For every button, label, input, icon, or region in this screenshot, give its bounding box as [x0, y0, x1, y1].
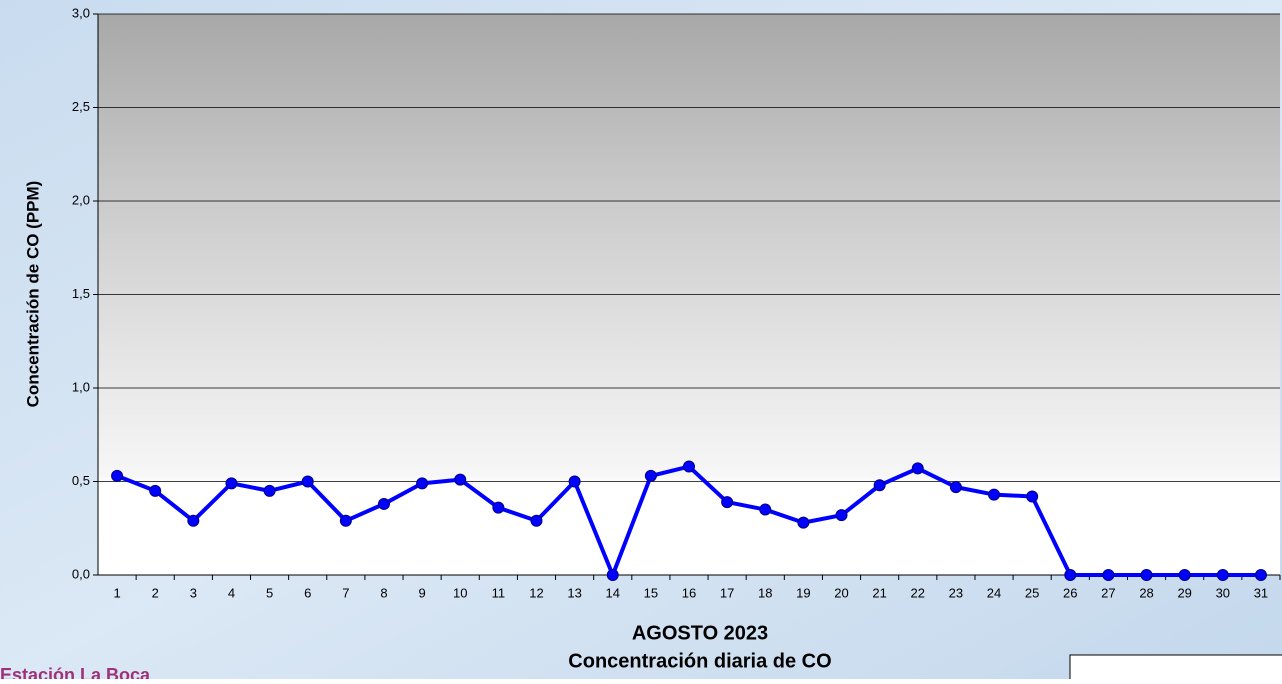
data-point [225, 477, 238, 490]
x-tick-label: 29 [1177, 585, 1191, 600]
x-tick-label: 23 [949, 585, 963, 600]
x-tick-label: 25 [1025, 585, 1039, 600]
data-point [988, 488, 1001, 501]
x-tick-label: 24 [987, 585, 1001, 600]
data-point [339, 514, 352, 527]
data-point [530, 514, 543, 527]
x-tick-label: 30 [1216, 585, 1230, 600]
x-tick-label: 26 [1063, 585, 1077, 600]
y-tick-label: 1,5 [72, 286, 90, 301]
data-point [759, 503, 772, 516]
data-point [835, 509, 848, 522]
data-point [1102, 569, 1115, 581]
data-point [606, 569, 619, 581]
x-tick-label: 28 [1139, 585, 1153, 600]
data-point [1140, 569, 1153, 581]
data-point [644, 469, 657, 482]
data-point [797, 516, 810, 529]
x-tick-label: 13 [567, 585, 581, 600]
data-point [568, 475, 581, 488]
y-tick-label: 3,0 [72, 5, 90, 20]
data-point [377, 497, 390, 510]
data-point [1064, 569, 1077, 581]
legend-box [1069, 654, 1282, 684]
y-axis-label: Concentración de CO (PPM) [23, 181, 42, 408]
x-tick-label: 14 [606, 585, 620, 600]
x-tick-label: 22 [911, 585, 925, 600]
data-point [949, 481, 962, 494]
x-tick-label: 5 [266, 585, 273, 600]
data-point [721, 496, 734, 509]
x-tick-label: 4 [228, 585, 235, 600]
x-tick-label: 21 [872, 585, 886, 600]
data-point [683, 460, 695, 473]
data-point [911, 462, 924, 475]
chart-subtitle: Concentración diaria de CO [568, 650, 831, 672]
x-tick-label: 12 [529, 585, 543, 600]
data-point [873, 479, 886, 492]
data-point [454, 473, 467, 486]
x-tick-label: 6 [304, 585, 311, 600]
data-point [1178, 569, 1191, 581]
data-point [111, 469, 124, 482]
data-point [1026, 490, 1039, 503]
x-tick-label: 16 [682, 585, 696, 600]
y-tick-label: 2,5 [72, 99, 90, 114]
x-tick-label: 8 [380, 585, 387, 600]
station-label: Estación La Boca [0, 665, 151, 679]
x-tick-label: 1 [113, 585, 120, 600]
x-tick-label: 9 [418, 585, 425, 600]
x-tick-label: 2 [152, 585, 159, 600]
x-tick-label: 19 [796, 585, 810, 600]
data-point [492, 501, 505, 514]
x-tick-label: 7 [342, 585, 349, 600]
y-tick-label: 2,0 [72, 192, 90, 207]
x-tick-label: 10 [453, 585, 467, 600]
x-tick-label: 27 [1101, 585, 1115, 600]
y-tick-label: 0,5 [72, 473, 90, 488]
data-point [1254, 569, 1267, 581]
data-point [149, 484, 162, 497]
data-point [187, 514, 200, 527]
x-tick-label: 31 [1254, 585, 1268, 600]
x-tick-label: 15 [644, 585, 658, 600]
x-tick-label: 17 [720, 585, 734, 600]
data-point [263, 484, 276, 497]
x-tick-label: 3 [190, 585, 197, 600]
data-point [416, 477, 429, 490]
x-tick-label: 11 [492, 585, 506, 600]
x-tick-label: 20 [834, 585, 848, 600]
x-tick-label: 18 [758, 585, 772, 600]
y-tick-label: 1,0 [72, 379, 90, 394]
chart-title: AGOSTO 2023 [632, 622, 768, 644]
data-point [301, 475, 314, 488]
y-tick-label: 0,0 [72, 566, 90, 581]
data-point [1216, 569, 1229, 581]
